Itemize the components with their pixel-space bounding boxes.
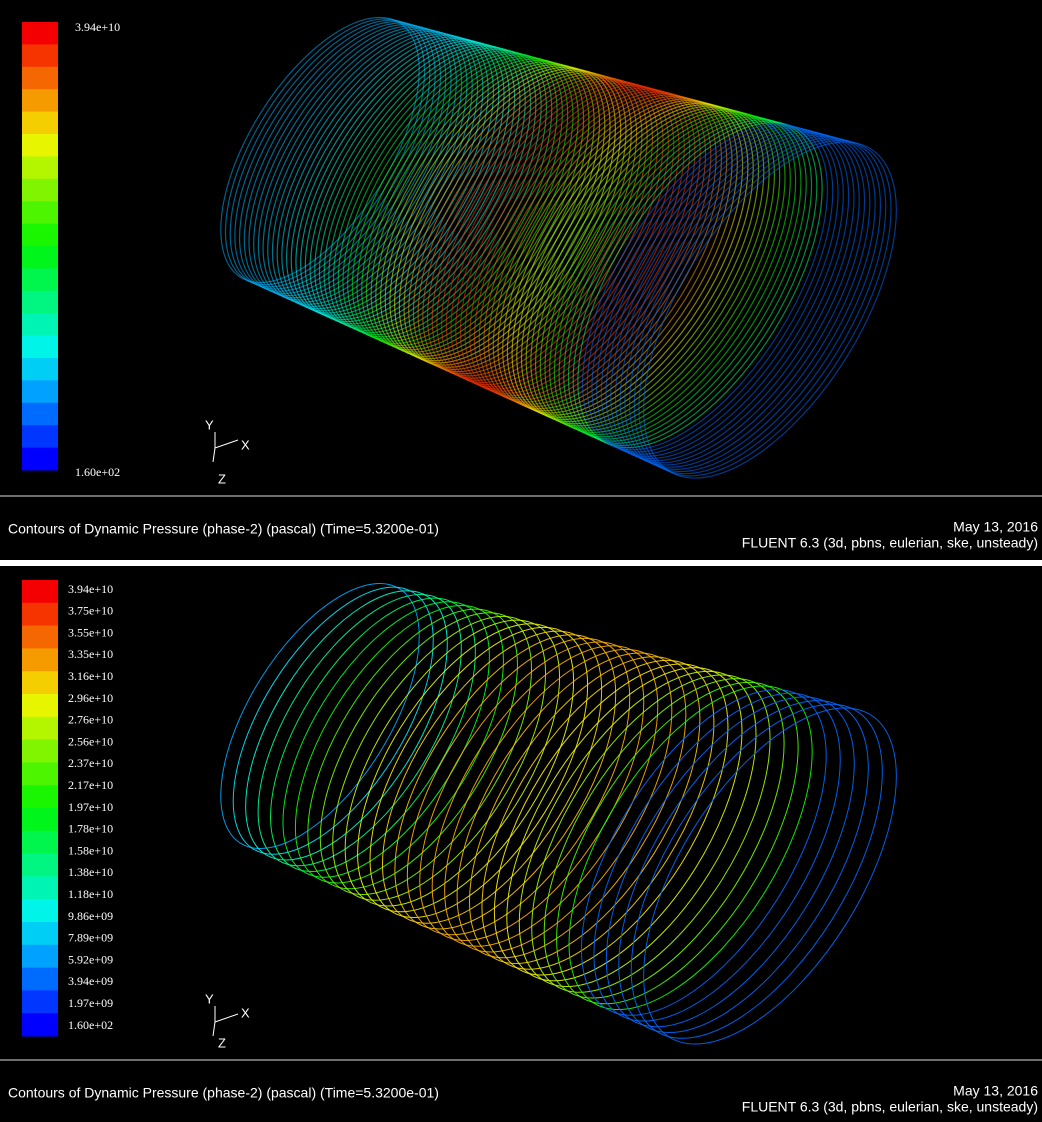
axis-label: Z (218, 471, 226, 486)
colorbar-band (22, 403, 58, 426)
colorbar-band (22, 336, 58, 359)
colorbar-label: 1.97e+10 (68, 800, 113, 814)
colorbar-band (22, 785, 58, 808)
colorbar-band (22, 648, 58, 671)
colorbar-label: 3.55e+10 (68, 625, 113, 639)
colorbar-band (22, 89, 58, 112)
caption: Contours of Dynamic Pressure (phase-2) (… (8, 521, 439, 537)
colorbar-label: 1.60e+02 (68, 1018, 113, 1032)
colorbar-label: 3.75e+10 (68, 604, 113, 618)
colorbar-band (22, 201, 58, 224)
colorbar-band (22, 112, 58, 135)
colorbar-band (22, 358, 58, 381)
screenshot: 3.94e+101.60e+02YXZContours of Dynamic P… (0, 0, 1042, 1122)
colorbar-label: 9.86e+09 (68, 909, 113, 923)
background (0, 566, 1042, 1122)
colorbar-band (22, 268, 58, 291)
colorbar-label: 2.56e+10 (68, 734, 113, 748)
colorbar-label: 1.97e+09 (68, 996, 113, 1010)
colorbar-band (22, 671, 58, 694)
axis-label: X (241, 437, 250, 452)
colorbar-band (22, 968, 58, 991)
colorbar-label: 3.16e+10 (68, 669, 113, 683)
solver: FLUENT 6.3 (3d, pbns, eulerian, ske, uns… (742, 1099, 1038, 1115)
colorbar-band (22, 67, 58, 90)
colorbar-label: 1.78e+10 (68, 822, 113, 836)
colorbar-band (22, 313, 58, 336)
axis-label: Y (205, 991, 214, 1006)
colorbar-band (22, 990, 58, 1013)
colorbar-label: 1.18e+10 (68, 887, 113, 901)
colorbar-band (22, 425, 58, 448)
colorbar-label: 1.58e+10 (68, 843, 113, 857)
colorbar-band (22, 448, 58, 471)
colorbar-label: 3.94e+10 (68, 582, 113, 596)
date: May 13, 2016 (953, 1083, 1038, 1099)
colorbar-band (22, 831, 58, 854)
colorbar-label: 2.76e+10 (68, 713, 113, 727)
axis-label: Y (205, 417, 214, 432)
colorbar-band (22, 291, 58, 314)
colorbar-label: 5.92e+09 (68, 952, 113, 966)
colorbar-band (22, 854, 58, 877)
colorbar-band (22, 945, 58, 968)
fluent-panel: 3.94e+10 3.75e+10 3.55e+10 3.35e+10 3.16e+10… (0, 566, 1042, 1122)
axis-label: X (241, 1005, 250, 1020)
solver: FLUENT 6.3 (3d, pbns, eulerian, ske, uns… (742, 535, 1038, 551)
colorbar-band (22, 876, 58, 899)
colorbar-label: 2.96e+10 (68, 691, 113, 705)
colorbar-band (22, 740, 58, 763)
colorbar-band (22, 1013, 58, 1036)
colorbar-label: 1.38e+10 (68, 865, 113, 879)
colorbar-label: 2.17e+10 (68, 778, 113, 792)
colorbar-label: 3.35e+10 (68, 647, 113, 661)
colorbar-band (22, 603, 58, 626)
axis-label: Z (218, 1035, 226, 1050)
colorbar-label: 3.94e+09 (68, 974, 113, 988)
colorbar-band (22, 22, 58, 45)
colorbar-band (22, 717, 58, 740)
colorbar-band (22, 808, 58, 831)
fluent-panel: 3.94e+10 1.60e+02 Y X Z Contours of Dynamic P… (0, 0, 1042, 560)
colorbar-band (22, 44, 58, 67)
colorbar-band (22, 922, 58, 945)
colorbar-band (22, 694, 58, 717)
date: May 13, 2016 (953, 519, 1038, 535)
colorbar-band (22, 626, 58, 649)
colorbar-label: 1.60e+02 (75, 465, 120, 479)
colorbar-label: 7.89e+09 (68, 931, 113, 945)
colorbar-band (22, 156, 58, 179)
colorbar-band (22, 762, 58, 785)
colorbar-band (22, 899, 58, 922)
colorbar-label: 3.94e+10 (75, 20, 120, 34)
background (0, 0, 1042, 560)
colorbar-band (22, 580, 58, 603)
colorbar-band (22, 134, 58, 157)
colorbar-band (22, 224, 58, 247)
colorbar-label: 2.37e+10 (68, 756, 113, 770)
colorbar-band (22, 380, 58, 403)
colorbar-band (22, 179, 58, 202)
colorbar-band (22, 246, 58, 269)
caption: Contours of Dynamic Pressure (phase-2) (… (8, 1085, 439, 1101)
